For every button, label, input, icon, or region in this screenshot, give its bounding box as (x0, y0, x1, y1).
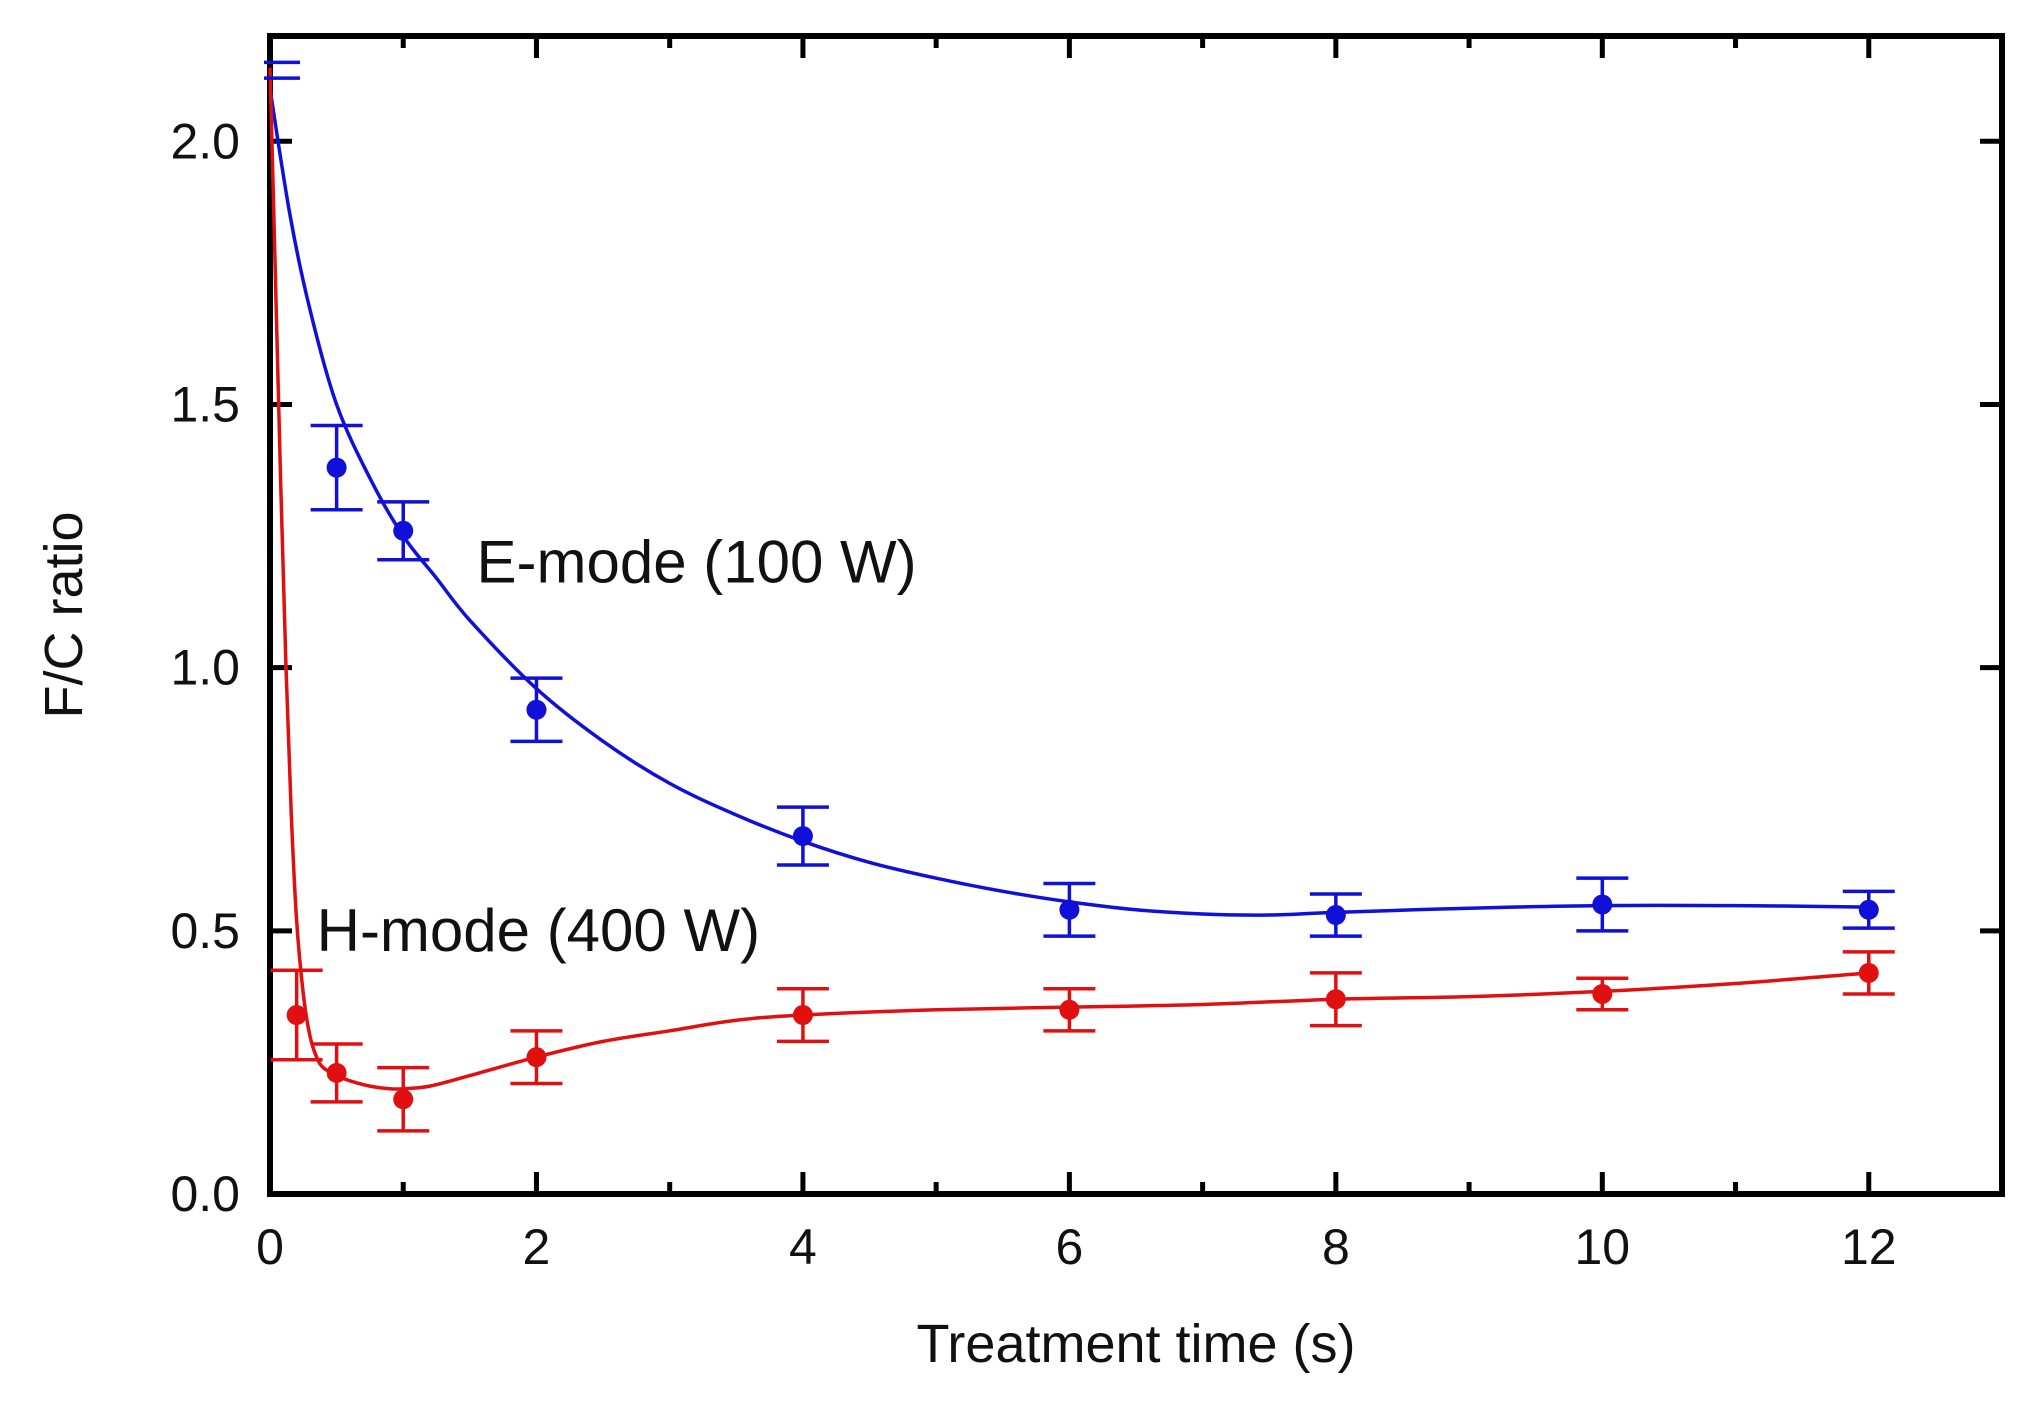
annotation-h-mode: H-mode (400 W) (317, 897, 760, 964)
y-tick-label: 0.5 (170, 903, 240, 959)
data-point-e-mode (792, 826, 813, 847)
data-point-e-mode (526, 699, 547, 720)
data-point-e-mode (1592, 894, 1613, 915)
data-point-h-mode (1325, 989, 1346, 1010)
x-tick-label: 2 (523, 1219, 551, 1275)
data-points (286, 457, 1879, 1110)
x-tick-label: 10 (1574, 1219, 1630, 1275)
data-point-h-mode (792, 1005, 813, 1026)
data-point-e-mode (1325, 905, 1346, 926)
fit-curves (268, 67, 1869, 1091)
data-point-h-mode (1592, 983, 1613, 1004)
data-point-h-mode (286, 1005, 307, 1026)
annotation-e-mode: E-mode (100 W) (477, 528, 917, 595)
data-point-e-mode (393, 520, 414, 541)
axis-ticks (267, 36, 2005, 1197)
x-tick-label: 0 (256, 1219, 284, 1275)
data-point-h-mode (526, 1047, 547, 1068)
data-point-h-mode (1858, 962, 1879, 983)
error-bars (264, 60, 1895, 1133)
x-tick-label: 4 (789, 1219, 817, 1275)
data-point-h-mode (326, 1062, 347, 1083)
tick-labels: 0 2 4 6 8 10 12 0.0 0.5 1.0 1.5 2.0 (170, 113, 1896, 1275)
data-point-e-mode (1059, 899, 1080, 920)
y-tick-label: 2.0 (170, 113, 240, 169)
fit-curve-h-mode (268, 67, 1869, 1091)
y-tick-label: 0.0 (170, 1166, 240, 1222)
x-axis-title: Treatment time (s) (916, 1314, 1355, 1374)
data-point-e-mode (1858, 899, 1879, 920)
fit-curve-e-mode (268, 88, 1869, 917)
y-tick-label: 1.5 (170, 376, 240, 432)
plot-frame (267, 33, 2005, 1197)
y-tick-label: 1.0 (170, 640, 240, 696)
x-tick-label: 6 (1055, 1219, 1083, 1275)
data-point-h-mode (393, 1089, 414, 1110)
y-axis-title: F/C ratio (34, 511, 94, 718)
data-point-h-mode (1059, 999, 1080, 1020)
x-tick-label: 12 (1841, 1219, 1897, 1275)
x-tick-label: 8 (1322, 1219, 1350, 1275)
data-point-e-mode (326, 457, 347, 478)
